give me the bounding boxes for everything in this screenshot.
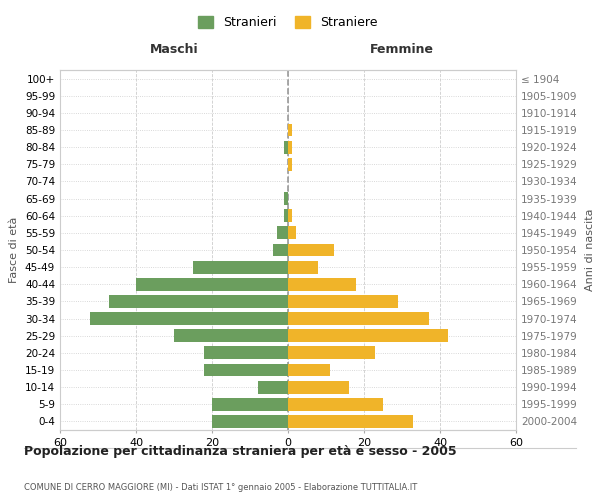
Bar	[288, 140, 292, 153]
Bar	[288, 398, 383, 410]
Bar	[288, 364, 330, 376]
Bar	[288, 124, 292, 136]
Bar	[136, 278, 288, 290]
Bar	[205, 346, 288, 360]
Bar	[205, 364, 288, 376]
Bar	[288, 346, 376, 360]
Bar	[288, 226, 296, 239]
Bar	[174, 330, 288, 342]
Text: Femmine: Femmine	[370, 42, 434, 56]
Bar	[288, 415, 413, 428]
Bar	[109, 295, 288, 308]
Bar	[288, 244, 334, 256]
Bar	[91, 312, 288, 325]
Text: COMUNE DI CERRO MAGGIORE (MI) - Dati ISTAT 1° gennaio 2005 - Elaborazione TUTTIT: COMUNE DI CERRO MAGGIORE (MI) - Dati IST…	[24, 484, 417, 492]
Bar	[288, 312, 428, 325]
Bar	[284, 192, 288, 205]
Y-axis label: Fasce di età: Fasce di età	[10, 217, 19, 283]
Bar	[288, 260, 319, 274]
Legend: Stranieri, Straniere: Stranieri, Straniere	[193, 11, 383, 34]
Bar	[277, 226, 288, 239]
Bar	[273, 244, 288, 256]
Bar	[288, 330, 448, 342]
Bar	[193, 260, 288, 274]
Bar	[212, 415, 288, 428]
Bar	[288, 210, 292, 222]
Y-axis label: Anni di nascita: Anni di nascita	[584, 209, 595, 291]
Text: Popolazione per cittadinanza straniera per età e sesso - 2005: Popolazione per cittadinanza straniera p…	[24, 444, 457, 458]
Bar	[288, 158, 292, 170]
Bar	[284, 210, 288, 222]
Bar	[284, 140, 288, 153]
Bar	[288, 278, 356, 290]
Bar	[288, 295, 398, 308]
Bar	[212, 398, 288, 410]
Bar	[288, 380, 349, 394]
Bar	[257, 380, 288, 394]
Text: Maschi: Maschi	[149, 42, 199, 56]
